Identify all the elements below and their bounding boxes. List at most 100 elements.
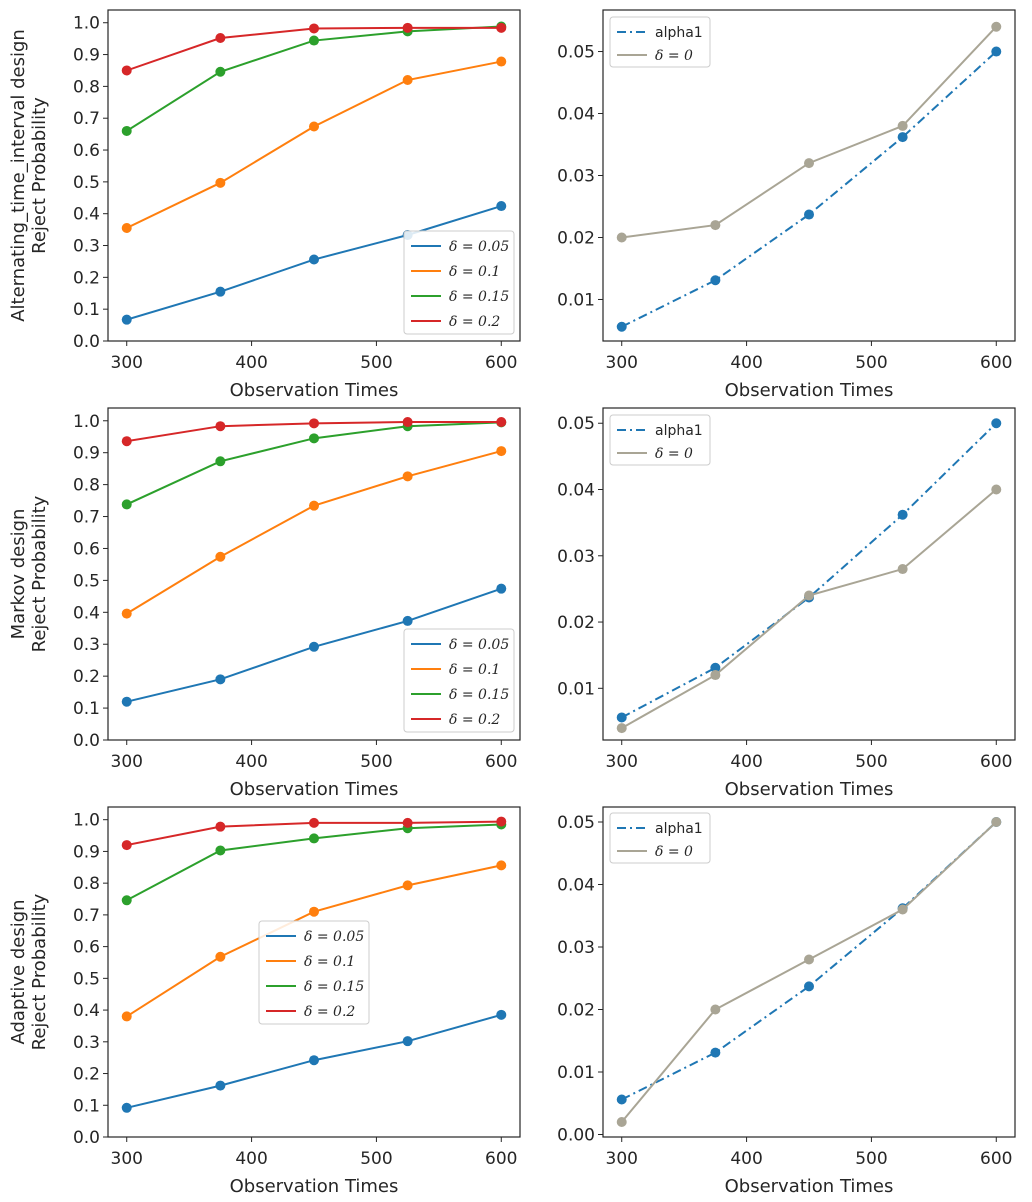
- data-point: [215, 821, 226, 832]
- data-point: [309, 817, 319, 828]
- data-point: [710, 670, 721, 681]
- x-tick-label: 300: [606, 1149, 638, 1169]
- legend-label: δ = 0.2: [449, 314, 500, 330]
- y-tick-label: 0.1: [73, 300, 100, 320]
- y-tick-label: 0.7: [73, 906, 100, 926]
- y-tick-label: 1.0: [73, 412, 100, 432]
- data-point: [309, 35, 319, 46]
- y-tick-label: 0.02: [557, 228, 595, 248]
- data-point: [121, 436, 132, 447]
- y-tick-label: 0.2: [73, 1065, 100, 1085]
- legend-label: δ = 0.15: [304, 979, 364, 995]
- y-tick-label: 0.4: [73, 205, 100, 225]
- data-point: [496, 22, 507, 33]
- y-tick-label: 0.5: [73, 571, 100, 591]
- x-tick-label: 500: [855, 1149, 887, 1169]
- legend-label: δ = 0.15: [449, 289, 509, 305]
- data-point: [496, 446, 507, 457]
- data-point: [991, 418, 1002, 429]
- data-point: [991, 21, 1002, 32]
- x-tick-label: 300: [606, 752, 638, 772]
- x-tick-label: 400: [730, 752, 762, 772]
- y-tick-label: 0.05: [557, 813, 595, 833]
- x-tick-label: 400: [235, 353, 267, 373]
- legend-label: δ = 0.1: [304, 954, 355, 970]
- x-axis-label: Observation Times: [725, 1176, 894, 1197]
- x-tick-label: 600: [485, 1149, 517, 1169]
- legend-label: δ = 0.2: [449, 712, 500, 728]
- data-point: [121, 840, 132, 851]
- x-tick-label: 300: [606, 353, 638, 373]
- legend: δ = 0.05 δ = 0.1 δ = 0.15 δ = 0.2: [403, 230, 515, 335]
- y-tick-label: 0.1: [73, 1096, 100, 1116]
- x-tick-label: 300: [111, 752, 143, 772]
- x-axis-label: Observation Times: [230, 1176, 399, 1197]
- y-tick-label: 0.01: [557, 679, 595, 699]
- data-point: [496, 201, 507, 212]
- data-point: [616, 232, 627, 243]
- y-tick-label: 0.3: [73, 1033, 100, 1053]
- y-tick-label: 0.01: [557, 290, 595, 310]
- legend-label: δ = 0.05: [449, 637, 509, 653]
- data-point: [710, 275, 721, 286]
- y-tick-label: 0.01: [557, 1063, 595, 1083]
- y-tick-label: 0.03: [557, 167, 595, 187]
- legend: alpha1 δ = 0: [609, 414, 711, 466]
- legend-label: δ = 0: [655, 48, 693, 64]
- data-point: [215, 951, 226, 962]
- x-tick-label: 400: [730, 1149, 762, 1169]
- legend-box: [258, 920, 370, 1025]
- data-point: [309, 254, 319, 265]
- y-tick-label: 0.1: [73, 699, 100, 719]
- y-axis-label: Markov design: [8, 509, 29, 640]
- legend: δ = 0.05 δ = 0.1 δ = 0.15 δ = 0.2: [258, 920, 370, 1025]
- data-point: [991, 46, 1002, 57]
- data-point: [215, 551, 226, 562]
- chart-panel-alternating-size: 300 400 500 600 0.01 0.02 0.03 0.04 0.05 Observat…: [557, 9, 1016, 401]
- y-tick-label: 0.0: [73, 731, 100, 751]
- x-tick-label: 400: [730, 353, 762, 373]
- x-axis-label: Observation Times: [725, 380, 894, 401]
- y-tick-label: 0.6: [73, 539, 100, 559]
- y-tick-label: 0.3: [73, 237, 100, 257]
- data-point: [496, 583, 507, 594]
- x-axis-label: Observation Times: [725, 779, 894, 800]
- y-tick-label: 0.8: [73, 476, 100, 496]
- legend-label: δ = 0.15: [449, 687, 509, 703]
- y-tick-label: 0.05: [557, 414, 595, 434]
- data-point: [121, 314, 132, 325]
- y-tick-label: 0.2: [73, 667, 100, 687]
- data-point: [309, 418, 319, 429]
- x-axis-label: Observation Times: [230, 380, 399, 401]
- chart-panel-markov-power: 300 400 500 600 0.0 0.1 0.2 0.3 0.4 0.5 0.6 0.7 0.8 0…: [8, 407, 521, 800]
- data-point: [496, 816, 507, 827]
- x-tick-label: 500: [360, 353, 392, 373]
- y-tick-label: 0.2: [73, 268, 100, 288]
- y-tick-label: 0.8: [73, 874, 100, 894]
- data-point: [121, 223, 132, 234]
- legend-box: [403, 230, 515, 335]
- data-point: [710, 220, 721, 231]
- y-tick-label: 0.6: [73, 141, 100, 161]
- chart-panel-alternating-power: 300 400 500 600 0.0 0.1 0.2 0.3 0.4 0.5 0.6 0.7 0.8 0…: [8, 9, 521, 401]
- y-tick-label: 0.05: [557, 43, 595, 63]
- legend: alpha1 δ = 0: [609, 812, 711, 864]
- y-axis-label: Reject Probability: [29, 495, 50, 652]
- y-axis-label: Reject Probability: [29, 893, 50, 1050]
- data-point: [804, 590, 814, 601]
- data-point: [215, 66, 226, 77]
- data-point: [309, 641, 319, 652]
- data-point: [215, 1080, 226, 1091]
- y-tick-label: 0.7: [73, 109, 100, 129]
- chart-panel-markov-size: 300 400 500 600 0.01 0.02 0.03 0.04 0.05 Observat…: [557, 407, 1016, 800]
- data-point: [309, 23, 319, 34]
- series-line-0: [621, 50, 997, 328]
- data-point: [121, 895, 132, 906]
- chart-panel-adaptive-power: 300 400 500 600 0.0 0.1 0.2 0.3 0.4 0.5 0.6 0.7 0.8 0…: [8, 806, 521, 1197]
- legend-label: δ = 0.05: [304, 929, 364, 945]
- legend-label: δ = 0.1: [449, 662, 500, 678]
- y-tick-label: 0.5: [73, 173, 100, 193]
- y-tick-label: 0.4: [73, 1001, 100, 1021]
- chart-panel-adaptive-size: 300 400 500 600 0.00 0.01 0.02 0.03 0.04 0.05 Obse…: [557, 806, 1016, 1197]
- y-tick-label: 0.9: [73, 842, 100, 862]
